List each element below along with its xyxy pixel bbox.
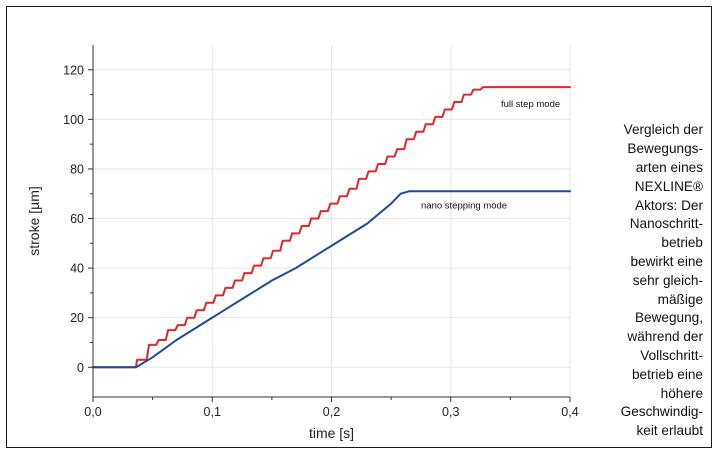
caption-line: mäßige (657, 291, 703, 307)
y-tick-label: 120 (63, 63, 84, 77)
figure-caption: Vergleich der Bewegungs-arten eines NEXLIN… (591, 121, 703, 441)
caption-line: Nanoschritt- (629, 216, 703, 232)
axes (88, 45, 571, 402)
caption-line: Vollschritt- (640, 348, 703, 364)
series-line-full-step (92, 86, 571, 369)
caption-line: betrieb eine (631, 366, 703, 382)
y-tick-label: 80 (70, 162, 84, 176)
y-tick-label: 0 (77, 361, 84, 375)
caption-line: bewirkt eine (630, 254, 703, 270)
caption-line: Vergleich der (623, 122, 703, 138)
caption-line: Aktors: Der (635, 197, 703, 213)
caption-line: höhere (660, 385, 703, 401)
series-label-full-step: full step mode (501, 99, 560, 110)
tick-labels: 0,0 0,1 0,2 0,3 0,4 0 20 40 60 80 100 120 (63, 63, 579, 419)
x-tick-label: 0,3 (442, 405, 459, 419)
x-tick-label: 0,4 (561, 405, 578, 419)
caption-line: betrieb (661, 235, 703, 251)
x-tick-label: 0,2 (323, 405, 340, 419)
series-group (92, 86, 571, 369)
y-tick-label: 40 (70, 262, 84, 276)
caption-line: NEXLINE® (634, 178, 703, 194)
y-tick-label: 20 (70, 311, 84, 325)
y-tick-label: 60 (70, 212, 84, 226)
y-tick-label: 100 (63, 113, 84, 127)
series-label-nano-stepping: nano stepping mode (421, 201, 507, 212)
caption-line: keit erlaubt (636, 423, 704, 439)
caption-line: während der (627, 329, 703, 345)
caption-line: arten eines (635, 160, 703, 176)
caption-line: Bewegungs- (627, 141, 703, 157)
x-tick-label: 0,1 (204, 405, 221, 419)
caption-line: Bewegung, (634, 310, 703, 326)
y-axis-label: stroke [µm] (26, 186, 42, 256)
x-tick-label: 0,0 (84, 405, 101, 419)
caption-line: sehr gleich- (632, 272, 703, 288)
chart-figure: 0,0 0,1 0,2 0,3 0,4 0 20 40 60 80 100 120 time [s] … (6, 6, 712, 448)
x-axis-label: time [s] (309, 425, 354, 441)
caption-line: Geschwindig- (620, 404, 703, 420)
series-line-nano-stepping (92, 190, 571, 369)
grid (93, 45, 571, 397)
